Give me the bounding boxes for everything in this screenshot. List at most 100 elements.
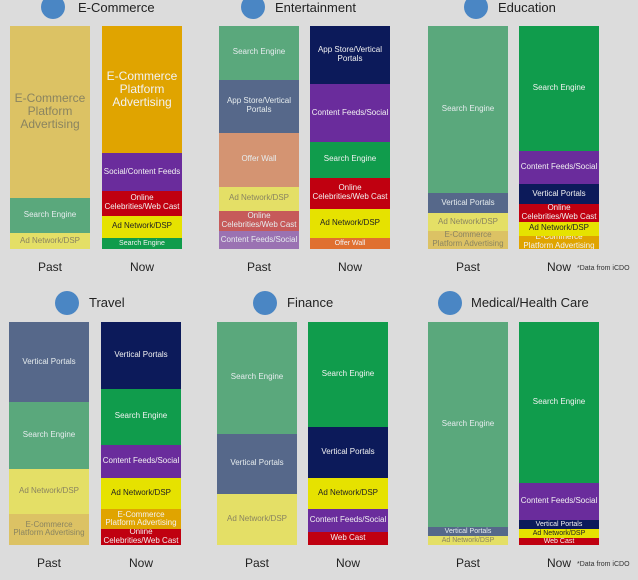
segment-label: Social/Content Feeds xyxy=(103,166,181,176)
stacked-bar-past: Search Engine App Store/Vertical Portals O… xyxy=(219,26,299,249)
segment-label: Search Engine xyxy=(441,104,495,114)
segment-label: Search Engine xyxy=(230,372,284,382)
segment-label: E-Commerce Platform Advertising xyxy=(432,231,504,249)
bar-segment: Vertical Portals xyxy=(519,520,599,530)
bar-segment: Vertical Portals xyxy=(428,193,508,214)
category-label: Now xyxy=(129,260,154,274)
category-label: Past xyxy=(455,556,480,570)
segment-label: Vertical Portals xyxy=(321,447,375,457)
category-label: Now xyxy=(546,260,571,274)
category-marker-icon xyxy=(41,0,65,19)
bar-segment: Search Engine xyxy=(9,402,89,470)
chart-title: E-Commerce xyxy=(78,0,155,15)
category-label: Past xyxy=(246,260,271,274)
category-marker-icon xyxy=(253,291,277,315)
bar-segment: Vertical Portals xyxy=(9,322,89,403)
bar-segment: Ad Network/DSP xyxy=(310,208,390,238)
segment-label: E-Commerce Platform Advertising xyxy=(105,509,177,528)
segment-label: Ad Network/DSP xyxy=(110,488,172,498)
bar-segment: Search Engine xyxy=(310,141,390,178)
stacked-bar-past: E-Commerce Platform Advertising Search En… xyxy=(10,26,90,249)
bar-segment: Offer Wall xyxy=(310,237,390,249)
bar-segment: Search Engine xyxy=(428,26,508,194)
segment-label: Vertical Portals xyxy=(535,521,583,529)
segment-label: Ad Network/DSP xyxy=(532,529,586,537)
category-label: Now xyxy=(128,556,153,570)
chart-title: Entertainment xyxy=(275,0,356,15)
bar-segment: Vertical Portals xyxy=(217,433,297,494)
bar-segment: App Store/Vertical Portals xyxy=(219,79,299,134)
segment-label: Online Celebrities/Web Cast xyxy=(221,211,297,230)
segment-label: App Store/Vertical Portals xyxy=(317,45,383,63)
category-marker-icon xyxy=(55,291,79,315)
category-label: Now xyxy=(546,556,571,570)
segment-label: Content Feeds/Social xyxy=(220,234,298,244)
segment-label: App Store/Vertical Portals xyxy=(226,96,292,115)
segment-label: Ad Network/DSP xyxy=(528,223,590,233)
bar-segment: Ad Network/DSP xyxy=(519,222,599,236)
bar-segment: Content Feeds/Social xyxy=(519,150,599,185)
segment-label: E-Commerce Platform Advertising xyxy=(106,68,178,110)
segment-label: Ad Network/DSP xyxy=(111,221,173,231)
segment-label: Online Celebrities/Web Cast xyxy=(521,204,597,222)
bar-segment: Content Feeds/Social xyxy=(519,482,599,521)
segment-label: Search Engine xyxy=(23,210,77,220)
bar-segment: Web Cast xyxy=(519,538,599,545)
bar-segment: E-Commerce Platform Advertising xyxy=(9,513,89,545)
bar-segment: Vertical Portals xyxy=(519,184,599,205)
bar-segment: Ad Network/DSP xyxy=(519,529,599,539)
segment-label: Vertical Portals xyxy=(532,188,586,198)
category-marker-icon xyxy=(464,0,488,19)
bar-segment: Online Celebrities/Web Cast xyxy=(101,529,181,545)
category-label: Past xyxy=(455,260,480,274)
segment-label: Content Feeds/Social xyxy=(102,455,180,465)
stacked-bar-past: Search Engine Vertical Portals Ad Network/… xyxy=(428,322,508,545)
bar-segment: Content Feeds/Social xyxy=(101,444,181,479)
segment-label: Search Engine xyxy=(321,369,375,378)
segment-label: Content Feeds/Social xyxy=(311,107,389,117)
bar-segment: App Store/Vertical Portals xyxy=(310,26,390,84)
bar-segment: Ad Network/DSP xyxy=(9,469,89,514)
bar-segment: E-Commerce Platform Advertising xyxy=(428,231,508,249)
bar-segment: Ad Network/DSP xyxy=(101,478,181,510)
bar-segment: Online Celebrities/Web Cast xyxy=(310,177,390,209)
bar-segment: Vertical Portals xyxy=(101,322,181,389)
chart-title: Education xyxy=(498,0,556,15)
category-marker-icon xyxy=(438,291,462,315)
bar-segment: Vertical Portals xyxy=(428,527,508,537)
bar-segment: Search Engine xyxy=(219,26,299,80)
bar-segment: Offer Wall xyxy=(219,133,299,187)
segment-label: Ad Network/DSP xyxy=(441,536,495,544)
segment-label: Search Engine xyxy=(114,411,168,421)
bar-segment: Content Feeds/Social xyxy=(219,231,299,249)
segment-label: Vertical Portals xyxy=(444,527,492,535)
bar-segment: Search Engine xyxy=(101,388,181,445)
bar-segment: E-Commerce Platform Advertising xyxy=(519,235,599,249)
bar-segment: E-Commerce Platform Advertising xyxy=(101,509,181,530)
segment-label: Vertical Portals xyxy=(22,356,76,366)
segment-label: Ad Network/DSP xyxy=(228,193,290,203)
stacked-bar-now: App Store/Vertical Portals Content Feeds/… xyxy=(310,26,390,249)
chart-title: Travel xyxy=(89,295,125,310)
stacked-bar-past: Search Engine Vertical Portals Ad Network/… xyxy=(428,26,508,249)
segment-label: Ad Network/DSP xyxy=(437,216,499,226)
chart-title: Finance xyxy=(287,295,334,310)
bar-segment: Ad Network/DSP xyxy=(102,215,182,238)
bar-segment: Online Celebrities/Web Cast xyxy=(102,191,182,216)
bar-segment: Ad Network/DSP xyxy=(217,493,297,545)
segment-label: Ad Network/DSP xyxy=(226,513,288,523)
category-label: Now xyxy=(335,556,360,570)
bar-segment: Online Celebrities/Web Cast xyxy=(219,211,299,232)
stacked-bar-now: Search Engine Vertical Portals Ad Network/… xyxy=(308,322,388,545)
bar-segment: Web Cast xyxy=(308,531,388,545)
data-source-footnote: *Data from iCDO xyxy=(577,265,630,272)
segment-label: Search Engine xyxy=(119,239,165,247)
segment-label: Offer Wall xyxy=(334,239,366,247)
bar-segment: Search Engine xyxy=(519,322,599,483)
bar-segment: Social/Content Feeds xyxy=(102,153,182,192)
segment-label: Search Engine xyxy=(323,154,377,164)
bar-segment: E-Commerce Platform Advertising xyxy=(10,26,90,198)
segment-label: E-Commerce Platform Advertising xyxy=(13,519,85,538)
segment-label: Online Celebrities/Web Cast xyxy=(104,193,180,212)
segment-label: Ad Network/DSP xyxy=(319,217,381,227)
